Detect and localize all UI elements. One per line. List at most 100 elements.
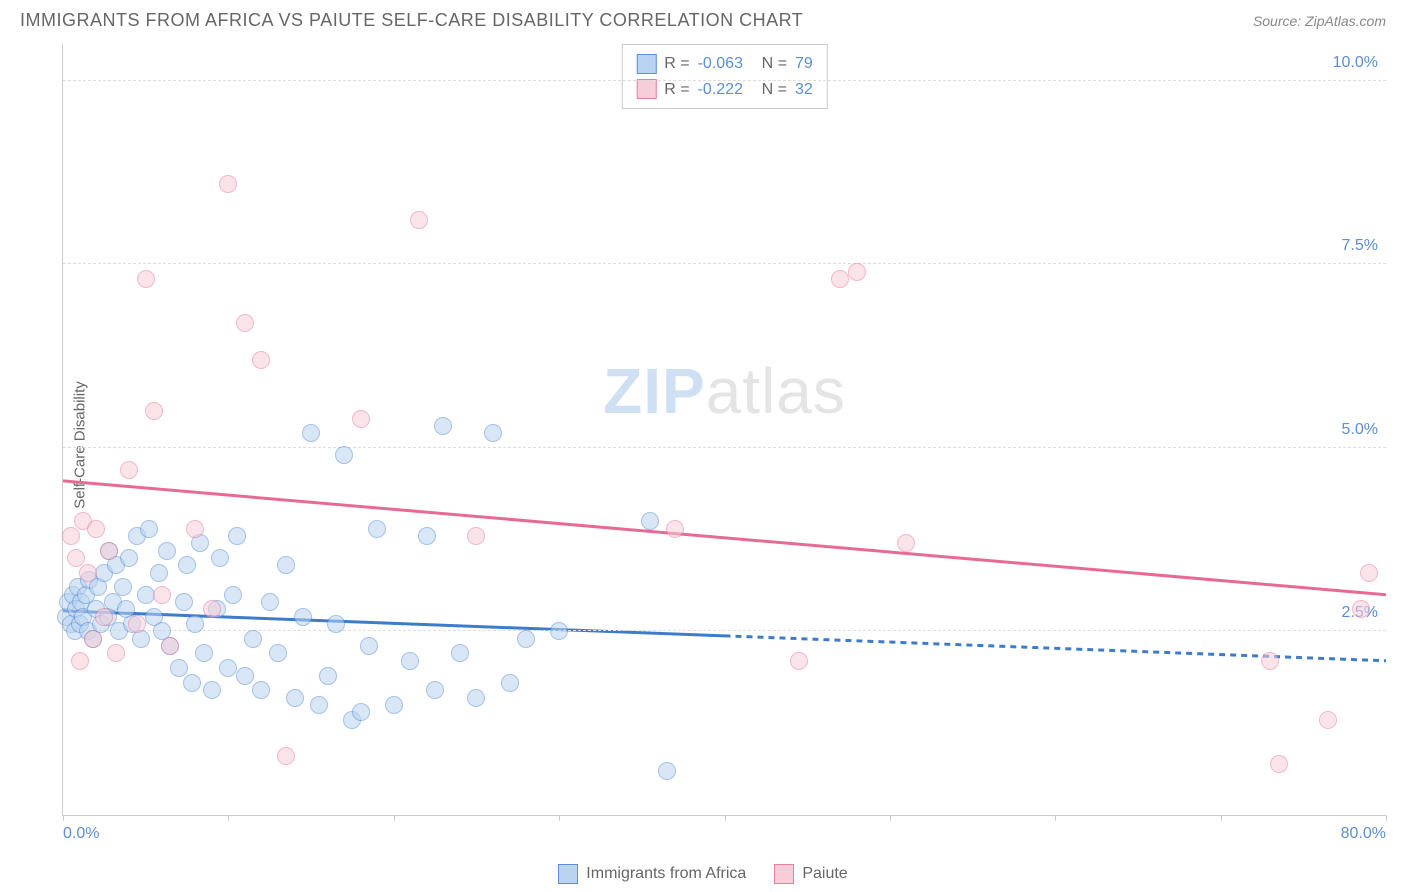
legend-swatch — [636, 54, 656, 74]
x-tick — [1055, 815, 1056, 821]
gridline-h — [63, 630, 1386, 631]
chart-header: IMMIGRANTS FROM AFRICA VS PAIUTE SELF-CA… — [0, 0, 1406, 37]
scatter-point — [1270, 755, 1288, 773]
scatter-point — [1319, 711, 1337, 729]
scatter-point — [385, 696, 403, 714]
scatter-point — [401, 652, 419, 670]
scatter-point — [848, 263, 866, 281]
gridline-h — [63, 263, 1386, 264]
scatter-point — [1261, 652, 1279, 670]
scatter-point — [62, 527, 80, 545]
scatter-point — [224, 586, 242, 604]
scatter-point — [158, 542, 176, 560]
legend-swatch — [774, 864, 794, 884]
stat-n-value: 79 — [795, 51, 813, 77]
scatter-point — [236, 667, 254, 685]
scatter-point — [310, 696, 328, 714]
scatter-point — [641, 512, 659, 530]
x-tick — [890, 815, 891, 821]
scatter-point — [219, 175, 237, 193]
legend-item: Immigrants from Africa — [558, 864, 746, 884]
stat-r-value: -0.063 — [698, 51, 754, 77]
scatter-point — [161, 637, 179, 655]
scatter-point — [100, 542, 118, 560]
scatter-point — [153, 586, 171, 604]
scatter-point — [666, 520, 684, 538]
scatter-point — [484, 424, 502, 442]
scatter-point — [236, 314, 254, 332]
scatter-point — [897, 534, 915, 552]
scatter-point — [137, 270, 155, 288]
scatter-point — [1360, 564, 1378, 582]
scatter-point — [195, 644, 213, 662]
x-tick — [559, 815, 560, 821]
chart-title: IMMIGRANTS FROM AFRICA VS PAIUTE SELF-CA… — [20, 10, 803, 31]
scatter-point — [140, 520, 158, 538]
scatter-point — [183, 674, 201, 692]
scatter-point — [211, 549, 229, 567]
scatter-point — [368, 520, 386, 538]
stat-r-label: R = — [664, 51, 689, 77]
gridline-h — [63, 447, 1386, 448]
scatter-point — [137, 586, 155, 604]
scatter-point — [467, 689, 485, 707]
scatter-point — [335, 446, 353, 464]
scatter-point — [501, 674, 519, 692]
scatter-point — [203, 681, 221, 699]
scatter-point — [790, 652, 808, 670]
legend-swatch — [636, 79, 656, 99]
scatter-point — [360, 637, 378, 655]
plot-region: ZIPatlas R =-0.063N =79R =-0.222N =32 2.… — [62, 44, 1386, 816]
scatter-point — [352, 703, 370, 721]
scatter-point — [219, 659, 237, 677]
scatter-point — [418, 527, 436, 545]
gridline-h — [63, 80, 1386, 81]
scatter-point — [170, 659, 188, 677]
scatter-point — [178, 556, 196, 574]
y-tick-label: 7.5% — [1342, 237, 1378, 255]
scatter-point — [150, 564, 168, 582]
scatter-point — [327, 615, 345, 633]
scatter-point — [261, 593, 279, 611]
scatter-point — [79, 564, 97, 582]
chart-area: Self-Care Disability ZIPatlas R =-0.063N… — [20, 44, 1386, 846]
scatter-point — [95, 608, 113, 626]
scatter-point — [71, 652, 89, 670]
scatter-point — [186, 615, 204, 633]
trend-line — [725, 636, 1387, 661]
scatter-point — [269, 644, 287, 662]
scatter-point — [87, 520, 105, 538]
scatter-point — [228, 527, 246, 545]
scatter-point — [426, 681, 444, 699]
scatter-point — [128, 615, 146, 633]
scatter-point — [107, 644, 125, 662]
stats-box: R =-0.063N =79R =-0.222N =32 — [621, 44, 827, 109]
x-tick — [63, 815, 64, 821]
scatter-point — [831, 270, 849, 288]
scatter-point — [277, 556, 295, 574]
scatter-point — [252, 681, 270, 699]
chart-source: Source: ZipAtlas.com — [1253, 13, 1386, 29]
x-tick — [1386, 815, 1387, 821]
scatter-point — [244, 630, 262, 648]
stat-n-label: N = — [762, 51, 787, 77]
x-tick-label: 0.0% — [63, 825, 99, 843]
scatter-point — [277, 747, 295, 765]
x-tick — [394, 815, 395, 821]
scatter-point — [658, 762, 676, 780]
scatter-point — [1352, 600, 1370, 618]
scatter-point — [410, 211, 428, 229]
scatter-point — [186, 520, 204, 538]
bottom-legend: Immigrants from Africa Paiute — [0, 864, 1406, 884]
scatter-point — [114, 578, 132, 596]
watermark-zip: ZIP — [603, 355, 706, 427]
scatter-point — [84, 630, 102, 648]
scatter-point — [467, 527, 485, 545]
trend-lines — [63, 44, 1386, 815]
scatter-point — [352, 410, 370, 428]
scatter-point — [120, 461, 138, 479]
x-tick — [1221, 815, 1222, 821]
y-tick-label: 10.0% — [1333, 54, 1378, 72]
legend-label: Paiute — [802, 865, 847, 883]
scatter-point — [319, 667, 337, 685]
